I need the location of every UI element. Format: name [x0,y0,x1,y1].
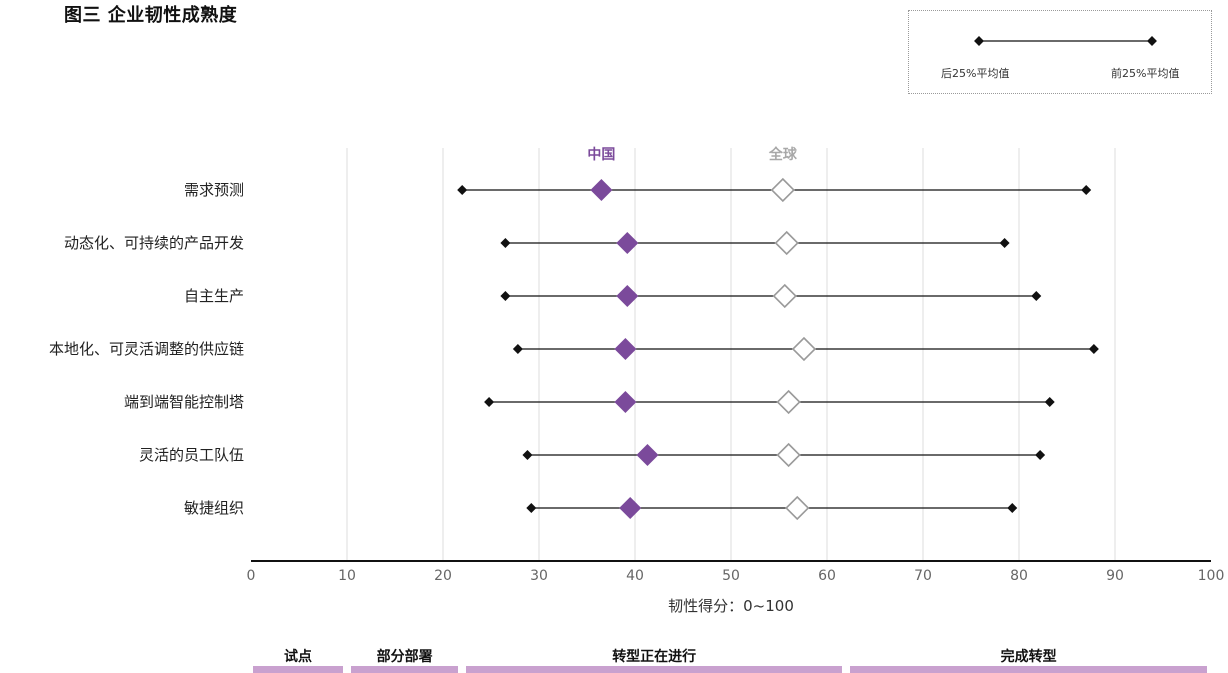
bottom25-marker [457,185,468,195]
chart-title: 图三 企业韧性成熟度 [64,5,238,26]
x-tick-label: 60 [818,568,836,584]
china-marker [636,444,659,466]
china-marker [590,179,613,201]
top25-marker [1035,450,1046,460]
category-label: 端到端智能控制塔 [124,393,244,411]
phase-bar [850,666,1207,673]
legend-top25-label: 前25%平均值 [1111,67,1180,80]
category-label: 灵活的员工队伍 [139,446,244,464]
top25-marker [999,238,1010,248]
top25-marker [1044,397,1055,407]
global-marker [776,389,801,415]
china-marker [616,285,639,307]
legend: 后25%平均值 前25%平均值 [908,10,1212,94]
bottom25-marker [484,397,495,407]
global-series-label: 全球 [768,146,798,163]
top25-marker [1088,344,1099,354]
phase-label: 转型正在进行 [612,649,697,665]
category-label: 自主生产 [184,287,244,305]
x-tick-label: 20 [434,568,452,584]
legend-bottom25-label: 后25%平均值 [941,67,1010,80]
bottom25-marker [500,291,511,301]
bottom25-marker [526,503,537,513]
bottom25-marker [500,238,511,248]
global-marker [785,495,810,521]
top25-marker [1081,185,1092,195]
bottom25-marker [512,344,523,354]
x-tick-label: 0 [247,568,256,584]
x-tick-label: 50 [722,568,740,584]
china-marker [614,391,637,413]
x-tick-label: 70 [914,568,932,584]
phase-label: 部分部署 [376,649,433,665]
category-label: 需求预测 [184,181,244,199]
x-tick-label: 90 [1106,568,1124,584]
x-axis-label: 韧性得分：0~100 [668,597,794,615]
x-tick-label: 100 [1198,568,1225,584]
dot-range-chart: 0 10 20 30 40 50 60 70 80 90 100 韧性得分：0~100 中国 全球需求预测… [49,146,1225,615]
china-marker [619,497,642,519]
top25-marker [1007,503,1018,513]
legend-range-icon [974,36,1157,46]
category-label: 动态化、可持续的产品开发 [64,234,244,252]
global-marker [774,230,799,256]
category-label: 敏捷组织 [184,499,244,517]
global-marker [772,283,797,309]
china-marker [616,232,639,254]
global-marker [791,336,817,362]
phase-bar [253,666,343,673]
x-tick-label: 10 [338,568,356,584]
x-tick-label: 30 [530,568,548,584]
global-marker [776,442,801,468]
china-marker [614,338,637,360]
x-tick-label: 40 [626,568,644,584]
phase-bar [466,666,843,673]
top25-marker [1031,291,1042,301]
phase-label: 试点 [284,649,312,665]
phase-label: 完成转型 [1000,649,1057,665]
bottom25-marker [522,450,533,460]
phase-bar [351,666,459,673]
category-label: 本地化、可灵活调整的供应链 [49,340,244,358]
x-tick-label: 80 [1010,568,1028,584]
china-series-label: 中国 [587,146,615,163]
global-marker [770,177,795,203]
